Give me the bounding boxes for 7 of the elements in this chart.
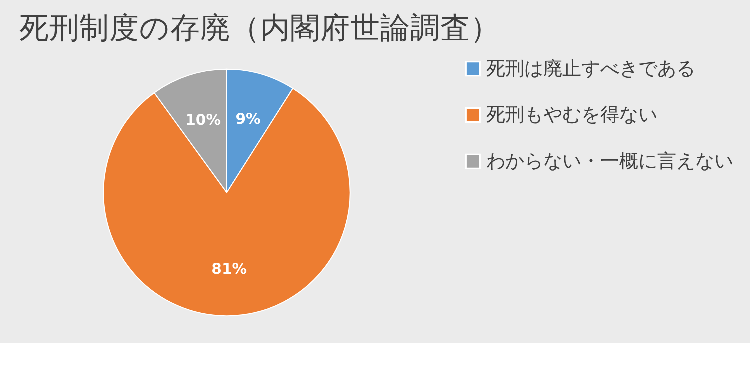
legend-label: わからない・一概に言えない xyxy=(486,150,734,173)
chart-title: 死刑制度の存廃（内閣府世論調査） xyxy=(20,10,501,45)
legend-label: 死刑は廃止すべきである xyxy=(486,58,696,80)
legend-label: 死刑もやむを得ない xyxy=(486,105,658,126)
data-label: 9% xyxy=(236,111,262,128)
data-label: 10% xyxy=(186,112,222,129)
data-label: 81% xyxy=(212,261,248,278)
